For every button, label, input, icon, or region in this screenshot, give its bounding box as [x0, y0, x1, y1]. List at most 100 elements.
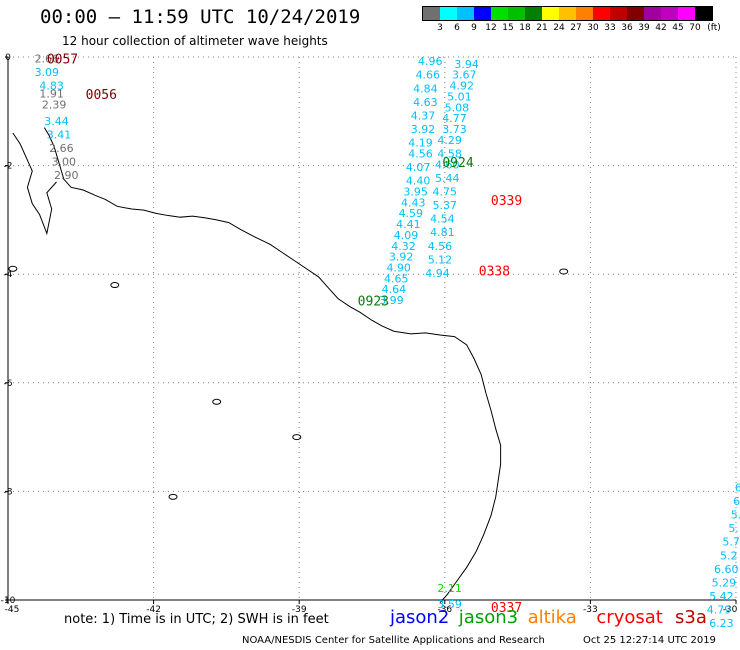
swh-reading: 4.94 [425, 267, 450, 280]
legend-tick: 24 [553, 23, 565, 33]
swh-reading: 3.41 [47, 128, 72, 141]
legend-swatch [576, 7, 593, 20]
pass-time-label: 0923 [358, 294, 389, 309]
swh-reading: 4.96 [418, 55, 443, 68]
satellite-cryosat: cryosat [596, 607, 663, 628]
swh-reading: 5.7 [722, 536, 740, 549]
swh-reading: 5.08 [445, 101, 470, 114]
satellite-jason3: jason3 [458, 607, 519, 628]
swh-reading: 3.44 [44, 115, 69, 128]
swh-reading: 4.19 [408, 137, 433, 150]
swh-reading: 4.90 [386, 261, 411, 274]
swh-reading: 3.09 [35, 66, 60, 79]
track-0923: 4.964.664.844.634.373.924.194.564.074.40… [358, 55, 443, 309]
swh-reading: 4.81 [430, 226, 455, 239]
swh-reading: 4.66 [416, 69, 441, 82]
swh-reading: 4.64 [382, 283, 407, 296]
legend-tick: 12 [485, 23, 497, 33]
swh-reading: 4.09 [394, 229, 419, 242]
x-tick-label: -42 [146, 605, 161, 615]
coastline-mainland [43, 127, 502, 604]
swh-reading: 3.92 [389, 251, 414, 264]
swh-reading: 4.40 [406, 175, 431, 188]
y-tick-label: -2 [4, 162, 13, 172]
swh-reading: 4.77 [442, 112, 467, 125]
legend-swatch [457, 7, 474, 20]
swh-reading: 1.91 [39, 88, 64, 101]
legend-tick: 70 [689, 23, 701, 33]
swh-reading: 4.32 [391, 240, 416, 253]
swh-reading: 5.42 [709, 590, 734, 603]
x-tick-label: -39 [292, 605, 307, 615]
swh-reading: 5.12 [428, 253, 453, 266]
legend-tick: 27 [570, 23, 582, 33]
graticule-grid [7, 56, 737, 601]
swh-reading: 4.63 [413, 96, 438, 109]
x-tick-label: -30 [723, 605, 738, 615]
swh-reading: 4.07 [406, 161, 431, 174]
island-outline [8, 265, 18, 272]
legend-swatch [423, 7, 440, 20]
x-tick-label: -45 [5, 605, 20, 615]
swh-reading: 4.58 [437, 147, 462, 160]
swh-reading: 3.59 [437, 598, 462, 611]
credit-text: NOAA/NESDIS Center for Satellite Applica… [242, 635, 545, 646]
swh-reading: 2.90 [54, 169, 79, 182]
legend-tick: 30 [587, 23, 599, 33]
satellite-jason2: jason2 [390, 607, 450, 628]
legend-swatch [661, 7, 678, 20]
swh-reading: 2.66 [35, 52, 60, 65]
pass-time-label: 0056 [86, 88, 117, 103]
map-axes: -45 -42 -39 -36 -33 -30 0 -2 -4 -6 -8 -10 [1, 53, 738, 615]
swh-reading: 3.73 [442, 123, 467, 136]
page-subtitle: 12 hour collection of altimeter wave hei… [62, 34, 328, 48]
pass-time-label: 0337 [491, 601, 522, 616]
legend-swatch [491, 7, 508, 20]
legend-tick-labels: 3 6 9 12 15 18 21 24 27 30 33 36 39 42 45 70 (ft) [422, 21, 721, 35]
legend-tick: 6 [454, 23, 460, 33]
legend-tick: 42 [655, 23, 667, 33]
legend-swatch [644, 7, 661, 20]
swh-reading: 5.29 [712, 576, 737, 589]
island-outline [292, 434, 302, 441]
swh-reading: 4.56 [408, 147, 433, 160]
legend-swatch-bar [422, 6, 713, 21]
legend-swatch [610, 7, 627, 20]
swh-reading: 4.29 [437, 134, 462, 147]
swh-reading: 6. [733, 495, 740, 508]
legend-tick: 3 [437, 23, 443, 33]
swh-reading: 2.66 [49, 142, 74, 155]
swh-reading: 2.11 [437, 582, 462, 595]
swh-reading: 4.41 [396, 218, 421, 231]
y-tick-label: 0 [5, 53, 11, 63]
swh-reading: 3.92 [411, 123, 436, 136]
island-outline [212, 398, 222, 405]
legend-tick: 15 [502, 23, 514, 33]
swh-reading: 5.44 [435, 172, 460, 185]
track-0924: 3.943.674.925.015.084.773.734.294.584.60… [425, 58, 479, 280]
generation-timestamp: Oct 25 12:27:14 UTC 2019 [583, 635, 716, 646]
satellite-s3a: s3a [675, 607, 707, 628]
track-0057: 2.663.094.831.912.393.443.412.663.002.90… [35, 52, 79, 182]
legend-tick: 33 [604, 23, 616, 33]
satellite-altika: altika [527, 607, 577, 628]
island-outline [168, 493, 178, 500]
swh-reading: 3.67 [452, 69, 477, 82]
pass-time-label: 0339 [491, 194, 522, 209]
track-east-edge: 66.5.5.5.75.26.605.295.424.796.23 [707, 481, 740, 630]
track-0339: 0339 [491, 194, 522, 209]
track-0338: 0338 [479, 264, 510, 279]
swh-reading: 3.95 [403, 185, 428, 198]
y-tick-label: -10 [1, 596, 16, 606]
y-tick-label: -4 [4, 270, 13, 280]
legend-swatch [542, 7, 559, 20]
swh-reading: 5. [731, 509, 740, 522]
swh-reading: 4.83 [39, 80, 64, 93]
swh-reading: 4.75 [433, 185, 458, 198]
swh-reading: 5. [728, 522, 739, 535]
legend-swatch [508, 7, 525, 20]
track-0337: 2.11 3.59 0337 [437, 582, 522, 616]
legend-swatch [627, 7, 644, 20]
legend-tick: 45 [672, 23, 684, 33]
swh-reading: 5.01 [447, 90, 472, 103]
